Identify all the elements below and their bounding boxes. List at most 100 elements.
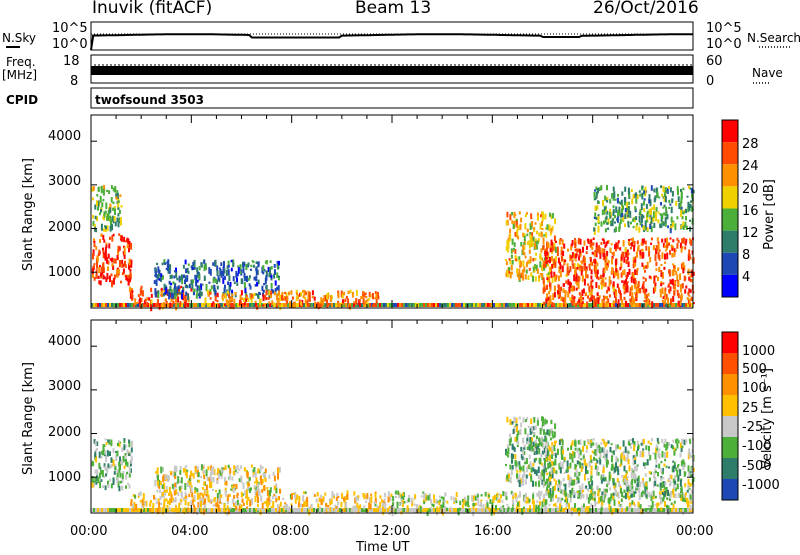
- velocity-cell: [634, 460, 636, 464]
- power-cell: [656, 207, 658, 212]
- power-cell: [155, 269, 157, 271]
- power-cell: [331, 303, 333, 307]
- power-cell: [666, 238, 668, 245]
- power-cell: [639, 216, 641, 223]
- power-cell: [664, 254, 666, 260]
- velocity-cell: [674, 462, 676, 465]
- power-cell: [609, 209, 611, 212]
- velocity-cell: [240, 476, 242, 479]
- power-cell: [559, 303, 561, 307]
- velocity-cell: [522, 438, 524, 443]
- power-cell: [205, 297, 207, 303]
- velocity-cell: [194, 495, 196, 500]
- velocity-cell: [615, 508, 617, 512]
- velocity-cell: [566, 504, 568, 508]
- power-cell: [100, 233, 102, 237]
- power-cell: [609, 211, 611, 216]
- velocity-cell: [267, 504, 269, 510]
- velocity-cell: [421, 495, 423, 497]
- velocity-cell: [608, 503, 610, 509]
- velocity-cell: [601, 479, 603, 484]
- power-cell: [617, 216, 619, 223]
- power-cell: [314, 297, 316, 301]
- velocity-cell: [590, 476, 592, 482]
- power-cell: [675, 250, 677, 252]
- power-cell: [631, 199, 633, 204]
- velocity-cell: [341, 493, 343, 498]
- velocity-cell: [684, 483, 686, 487]
- velocity-cell: [648, 492, 650, 498]
- power-cell: [184, 302, 186, 308]
- power-cell: [169, 271, 171, 274]
- power-cell: [546, 252, 548, 256]
- velocity-cell: [479, 505, 481, 507]
- velocity-cell: [138, 493, 140, 497]
- velocity-cell: [232, 499, 234, 504]
- velocity-cell: [477, 494, 479, 497]
- power-cell: [278, 285, 280, 291]
- velocity-cell: [525, 419, 527, 422]
- power-cell: [642, 253, 644, 259]
- velocity-cell: [346, 494, 348, 500]
- power-cell: [271, 275, 273, 279]
- velocity-cell: [131, 499, 133, 502]
- velocity-cell: [127, 508, 129, 512]
- velocity-cell: [631, 472, 633, 478]
- power-cell: [559, 291, 561, 297]
- velocity-cell: [104, 450, 106, 454]
- power-cell: [185, 278, 187, 282]
- velocity-cell: [505, 464, 507, 466]
- power-cell: [117, 303, 119, 307]
- velocity-cell: [166, 490, 168, 493]
- velocity-cell: [436, 507, 438, 514]
- power-cell: [97, 255, 99, 262]
- velocity-cell: [357, 495, 359, 498]
- power-cell: [157, 266, 159, 272]
- power-cell: [124, 250, 126, 255]
- velocity-cell: [123, 508, 125, 512]
- power-cell: [677, 290, 679, 294]
- power-cell: [545, 299, 547, 304]
- velocity-cell: [645, 509, 647, 511]
- power-cell: [130, 243, 132, 250]
- velocity-cell: [645, 445, 647, 450]
- power-cell: [411, 303, 413, 307]
- power-cell: [117, 255, 119, 260]
- power-cell: [550, 233, 552, 236]
- power-cell: [673, 266, 675, 269]
- power-cell: [114, 206, 116, 208]
- power-cell: [657, 277, 659, 281]
- power-cell: [262, 304, 264, 306]
- velocity-cell: [634, 466, 636, 472]
- velocity-cell: [631, 494, 633, 498]
- velocity-cell: [516, 462, 518, 467]
- velocity-cell: [674, 501, 676, 504]
- power-cell: [105, 303, 107, 307]
- power-cell: [653, 204, 655, 210]
- velocity-cell: [98, 463, 100, 469]
- power-cell: [602, 200, 604, 206]
- power-cell: [631, 189, 633, 192]
- velocity-cell: [198, 472, 200, 477]
- power-cell: [590, 240, 592, 243]
- power-cell: [519, 303, 521, 307]
- power-cell: [249, 283, 251, 286]
- power-cell: [286, 296, 288, 300]
- power-cell: [617, 212, 619, 216]
- power-cell: [227, 291, 229, 295]
- velocity-cell: [628, 441, 630, 445]
- power-cell: [360, 296, 362, 299]
- velocity-cell: [517, 502, 519, 506]
- power-cell: [244, 273, 246, 278]
- velocity-cell: [639, 482, 641, 487]
- velocity-cell: [121, 460, 123, 466]
- velocity-cell: [590, 455, 592, 460]
- velocity-cell: [379, 508, 381, 512]
- power-cell: [248, 262, 250, 266]
- velocity-cell: [688, 448, 690, 455]
- power-cell: [525, 256, 527, 259]
- velocity-cell: [579, 485, 581, 489]
- velocity-cell: [571, 508, 573, 511]
- power-cell: [624, 291, 626, 294]
- power-cell: [134, 298, 136, 305]
